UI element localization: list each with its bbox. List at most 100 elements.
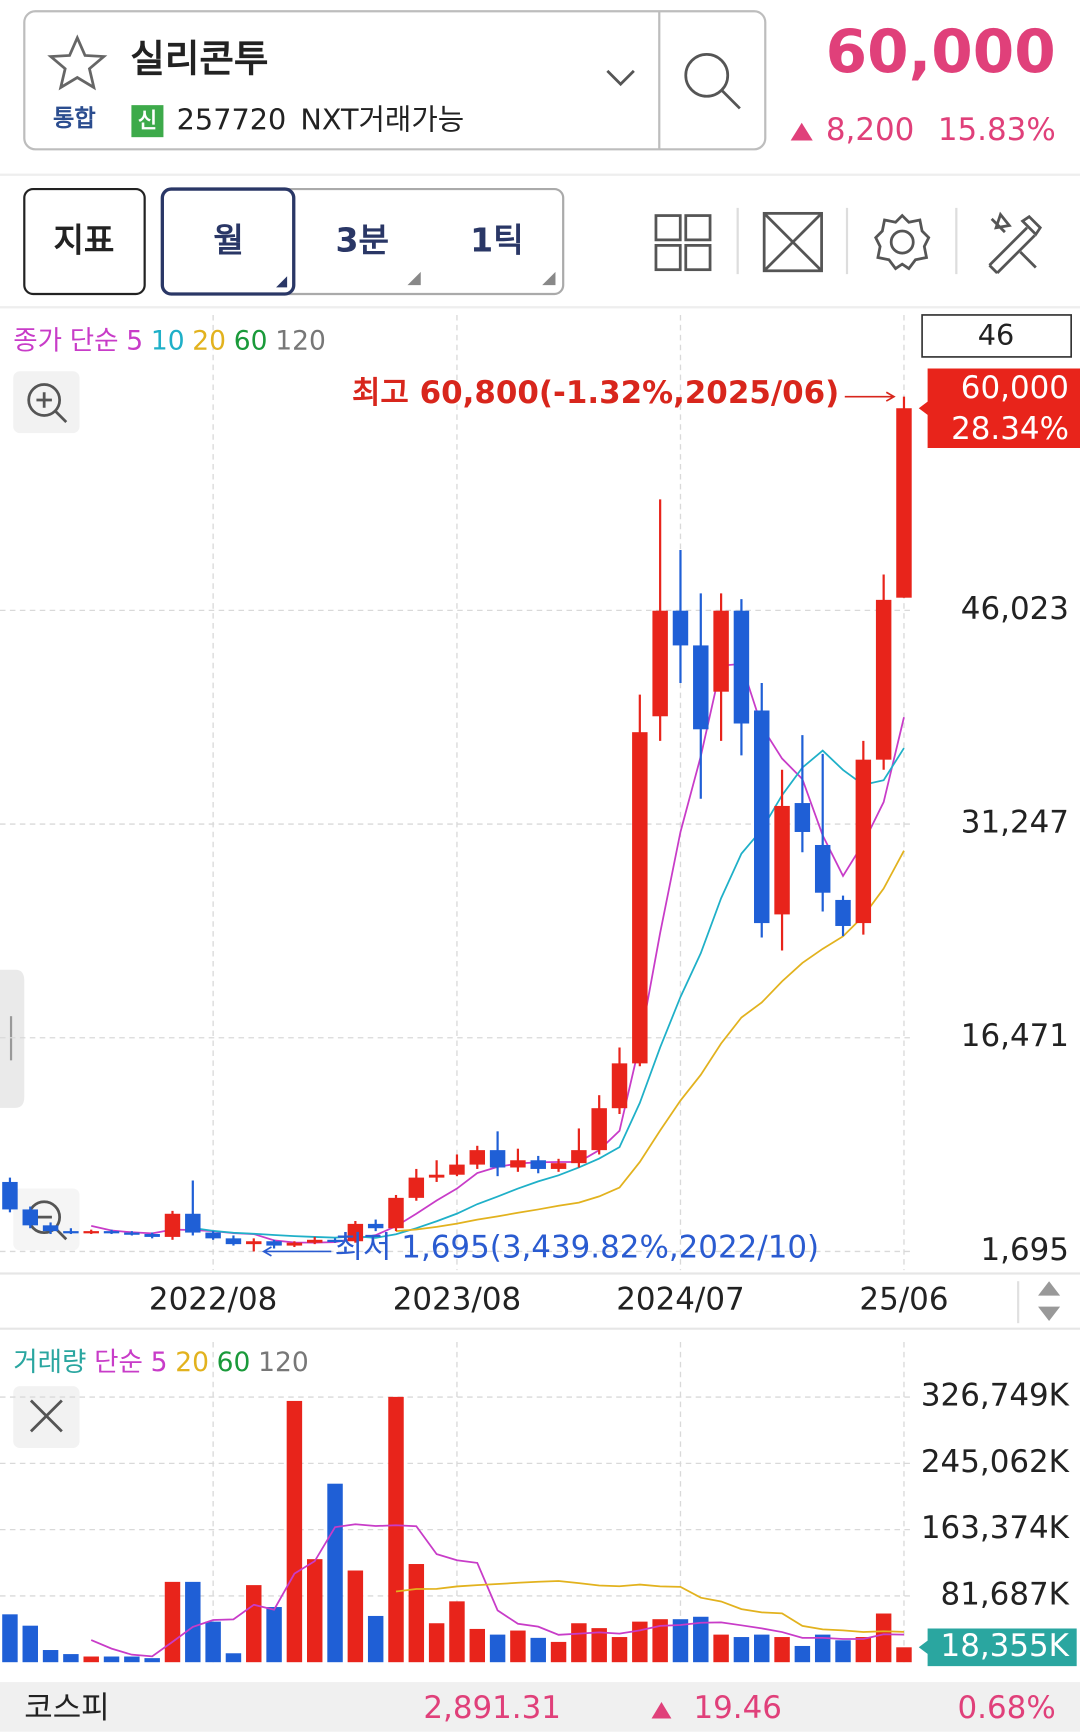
legend-method: 단순: [94, 1346, 143, 1377]
legend-entry: 60: [217, 1346, 251, 1377]
volume-bar: [327, 1483, 343, 1663]
volume-bar: [185, 1581, 201, 1663]
candle-body: [347, 1223, 364, 1242]
candle-body: [835, 899, 851, 926]
legend-entry: 20: [192, 325, 226, 356]
candle-body: [164, 1213, 181, 1237]
candle-body: [144, 1234, 160, 1237]
candle-body: [225, 1238, 242, 1245]
volume-bar: [124, 1656, 140, 1663]
badge-box: [131, 105, 164, 138]
volume-bar: [713, 1634, 729, 1663]
price-change: 8,200: [826, 112, 914, 148]
tools-icon[interactable]: [988, 211, 1043, 274]
dropdown-chevron[interactable]: [606, 69, 635, 87]
volume-bar: [408, 1564, 425, 1663]
legend-title: 종가: [13, 325, 62, 356]
volume-bar: [367, 1615, 384, 1663]
legend-entry: 120: [258, 1346, 309, 1377]
volume-bar: [2, 1614, 18, 1663]
y-tick-label: 81,687K: [941, 1576, 1070, 1612]
candle-body: [205, 1232, 221, 1239]
volume-bar: [83, 1656, 99, 1663]
candle-body: [124, 1232, 140, 1235]
fullscreen-icon[interactable]: [762, 211, 823, 273]
indicator-button[interactable]: [23, 187, 146, 296]
candle-body: [83, 1231, 99, 1234]
settings-icon[interactable]: [874, 213, 931, 271]
x-tick-label: 25/06: [859, 1282, 948, 1318]
favorite-star[interactable]: [47, 34, 108, 91]
candle-body: [103, 1231, 120, 1234]
volume-bar: [449, 1601, 465, 1663]
candle-body: [327, 1239, 343, 1243]
volume-bar: [510, 1630, 526, 1663]
zoom-in-button[interactable]: [13, 371, 80, 434]
zoom-in-icon: [27, 383, 68, 424]
period-button[interactable]: [160, 187, 296, 296]
search-box[interactable]: [23, 10, 767, 151]
candle-body: [449, 1164, 465, 1175]
volume-bar: [550, 1641, 567, 1663]
search-icon-handle: [721, 89, 741, 110]
volume-bar: [571, 1623, 587, 1663]
candle-body: [388, 1197, 404, 1229]
legend-entry: 60: [234, 325, 268, 356]
candle-body: [63, 1231, 79, 1234]
candle-body: [2, 1181, 18, 1210]
layout-icon[interactable]: [654, 214, 712, 272]
last-change-label: 28.34%: [951, 411, 1069, 447]
candle-body: [185, 1213, 201, 1233]
candle-body: [266, 1241, 282, 1246]
badge: 신: [138, 109, 157, 133]
candle-body: [794, 803, 811, 832]
moving-average-line: [395, 850, 905, 1232]
candle-body: [550, 1163, 567, 1169]
candle-body: [246, 1241, 262, 1245]
candle-body: [896, 408, 912, 598]
volume-bar: [774, 1637, 790, 1663]
volume-bar: [652, 1619, 668, 1663]
volume-bar: [22, 1625, 38, 1663]
high-arrow: [844, 391, 896, 402]
volume-bar: [855, 1637, 872, 1663]
high-annotation: 최고 60,800(-1.32%,2025/06): [352, 375, 839, 411]
candle-body: [672, 610, 689, 646]
candle-body: [591, 1108, 607, 1151]
volume-bar: [246, 1585, 262, 1663]
legend-title: 거래량: [13, 1346, 86, 1377]
candle-body: [489, 1150, 506, 1168]
index-name: 코스피: [24, 1690, 109, 1726]
axis-scroll-arrows[interactable]: [1038, 1281, 1061, 1321]
index-value: 2,891.31: [423, 1690, 561, 1726]
legend-entry: 20: [175, 1346, 209, 1377]
last-price-tag: [918, 368, 1080, 448]
y-tick-label: 163,374K: [921, 1510, 1070, 1546]
volume-bar: [428, 1623, 445, 1663]
volume-bar: [754, 1634, 770, 1663]
candle-body: [469, 1150, 486, 1165]
volume-bar: [896, 1647, 912, 1663]
indicator-label: 지표: [53, 221, 114, 260]
volume-bar: [733, 1637, 750, 1663]
search-icon[interactable]: [684, 52, 730, 98]
up-arrow: [651, 1701, 672, 1719]
period-label: 월: [213, 221, 243, 260]
volume-bar: [144, 1658, 160, 1663]
volume-bar: [225, 1653, 242, 1663]
volume-bar: [794, 1645, 811, 1663]
tick-button[interactable]: 1틱: [470, 221, 524, 260]
candle-body: [22, 1209, 38, 1226]
candle-body: [571, 1150, 587, 1164]
volume-bar: [205, 1621, 221, 1663]
low-arrow: [262, 1246, 332, 1257]
stock-code: 257720: [177, 103, 287, 137]
x-tick-label: 2023/08: [393, 1282, 521, 1318]
candle-body: [875, 599, 892, 760]
candle-body: [42, 1225, 59, 1232]
legend: 종가 단순 5 10 20 60 120: [13, 325, 326, 356]
legend-entry: 120: [275, 325, 326, 356]
footer-bar: [0, 1682, 1080, 1732]
interval-button[interactable]: 3분: [335, 221, 389, 260]
